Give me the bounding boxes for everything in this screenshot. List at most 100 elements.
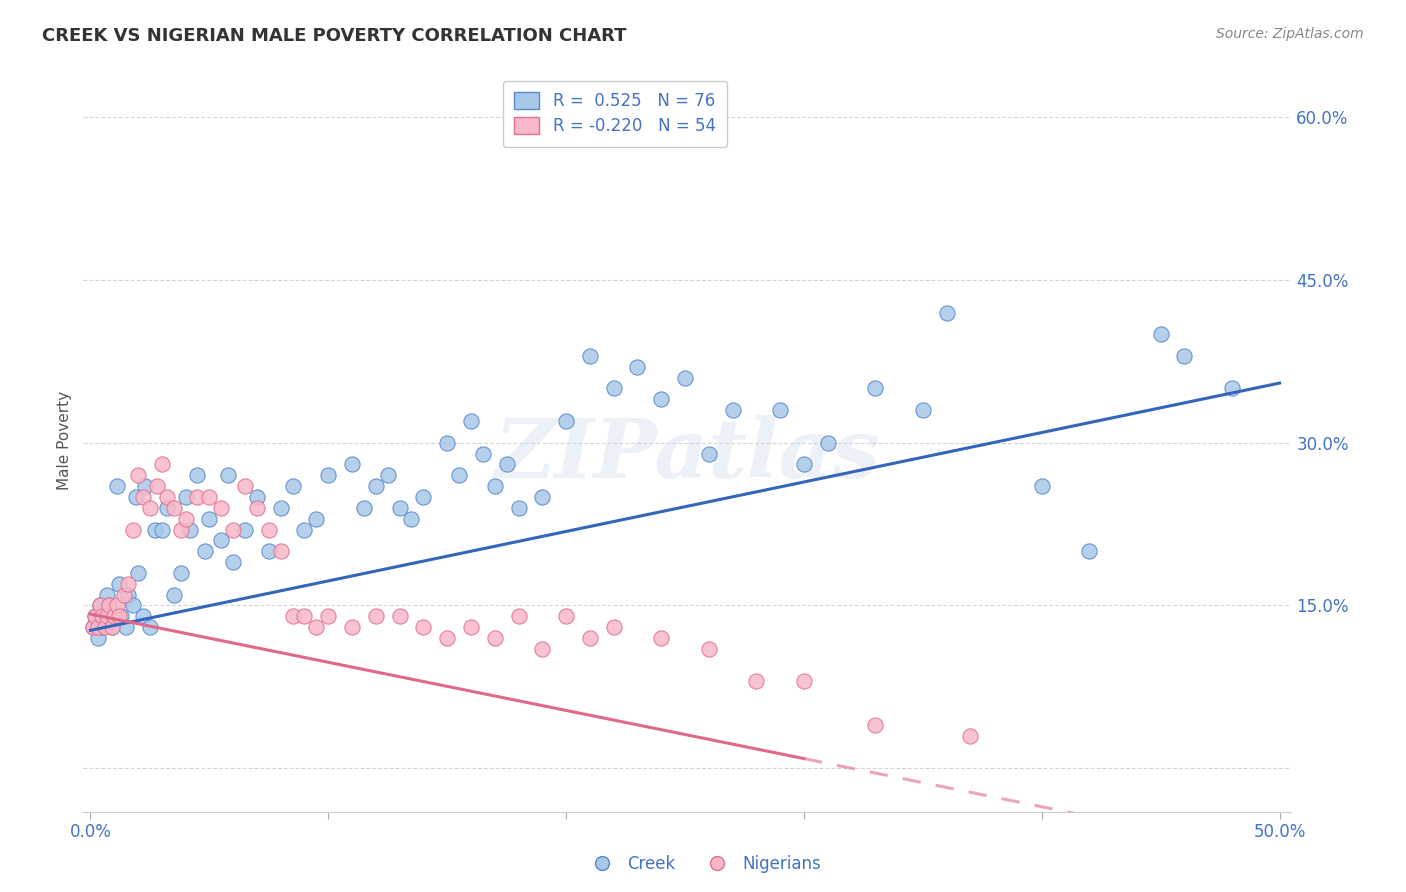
- Point: [745, 674, 768, 689]
- Point: [209, 533, 232, 548]
- Point: [186, 468, 208, 483]
- Point: [305, 511, 328, 525]
- Point: [124, 490, 146, 504]
- Point: [89, 599, 111, 613]
- Point: [316, 468, 339, 483]
- Point: [93, 609, 115, 624]
- Point: [579, 631, 602, 645]
- Point: [150, 523, 173, 537]
- Point: [132, 609, 155, 624]
- Point: [817, 435, 839, 450]
- Point: [127, 566, 149, 580]
- Point: [388, 500, 411, 515]
- Point: [198, 490, 221, 504]
- Point: [626, 359, 648, 374]
- Point: [257, 544, 280, 558]
- Point: [222, 555, 245, 569]
- Point: [697, 641, 720, 656]
- Point: [364, 609, 387, 624]
- Point: [155, 500, 177, 515]
- Point: [793, 674, 815, 689]
- Point: [217, 468, 239, 483]
- Point: [364, 479, 387, 493]
- Point: [246, 490, 269, 504]
- Point: [143, 523, 166, 537]
- Point: [103, 609, 125, 624]
- Point: [1078, 544, 1101, 558]
- Point: [132, 490, 155, 504]
- Point: [105, 599, 128, 613]
- Point: [508, 500, 530, 515]
- Point: [93, 620, 115, 634]
- Point: [209, 500, 232, 515]
- Point: [163, 588, 186, 602]
- Point: [222, 523, 245, 537]
- Point: [112, 588, 135, 602]
- Point: [117, 588, 139, 602]
- Point: [412, 490, 434, 504]
- Point: [793, 458, 815, 472]
- Point: [412, 620, 434, 634]
- Legend: R =  0.525   N = 76, R = -0.220   N = 54: R = 0.525 N = 76, R = -0.220 N = 54: [502, 80, 727, 147]
- Point: [96, 609, 118, 624]
- Point: [127, 468, 149, 483]
- Point: [246, 500, 269, 515]
- Point: [1220, 382, 1243, 396]
- Point: [388, 609, 411, 624]
- Point: [721, 403, 744, 417]
- Point: [115, 620, 138, 634]
- Point: [495, 458, 517, 472]
- Point: [555, 609, 578, 624]
- Point: [436, 435, 458, 450]
- Point: [377, 468, 399, 483]
- Point: [139, 500, 162, 515]
- Point: [270, 544, 292, 558]
- Point: [697, 446, 720, 460]
- Point: [105, 479, 128, 493]
- Point: [108, 609, 131, 624]
- Point: [110, 609, 132, 624]
- Point: [91, 620, 114, 634]
- Point: [401, 511, 423, 525]
- Point: [179, 523, 201, 537]
- Point: [281, 479, 304, 493]
- Point: [146, 479, 169, 493]
- Point: [865, 717, 887, 731]
- Point: [460, 414, 482, 428]
- Point: [555, 414, 578, 428]
- Point: [198, 511, 221, 525]
- Point: [82, 620, 104, 634]
- Text: Source: ZipAtlas.com: Source: ZipAtlas.com: [1216, 27, 1364, 41]
- Point: [270, 500, 292, 515]
- Point: [233, 479, 256, 493]
- Point: [233, 523, 256, 537]
- Point: [340, 620, 363, 634]
- Point: [155, 490, 177, 504]
- Point: [531, 490, 554, 504]
- Point: [281, 609, 304, 624]
- Text: ZIPatlas: ZIPatlas: [495, 415, 880, 495]
- Point: [257, 523, 280, 537]
- Point: [117, 576, 139, 591]
- Point: [305, 620, 328, 634]
- Point: [911, 403, 934, 417]
- Point: [959, 729, 981, 743]
- Point: [163, 500, 186, 515]
- Point: [134, 479, 156, 493]
- Point: [101, 620, 124, 634]
- Point: [122, 599, 145, 613]
- Point: [1173, 349, 1195, 363]
- Point: [98, 599, 121, 613]
- Point: [865, 382, 887, 396]
- Point: [436, 631, 458, 645]
- Point: [340, 458, 363, 472]
- Point: [650, 392, 672, 407]
- Point: [449, 468, 471, 483]
- Point: [86, 631, 108, 645]
- Point: [108, 576, 131, 591]
- Point: [84, 609, 107, 624]
- Point: [86, 620, 108, 634]
- Point: [91, 609, 114, 624]
- Point: [673, 370, 696, 384]
- Point: [531, 641, 554, 656]
